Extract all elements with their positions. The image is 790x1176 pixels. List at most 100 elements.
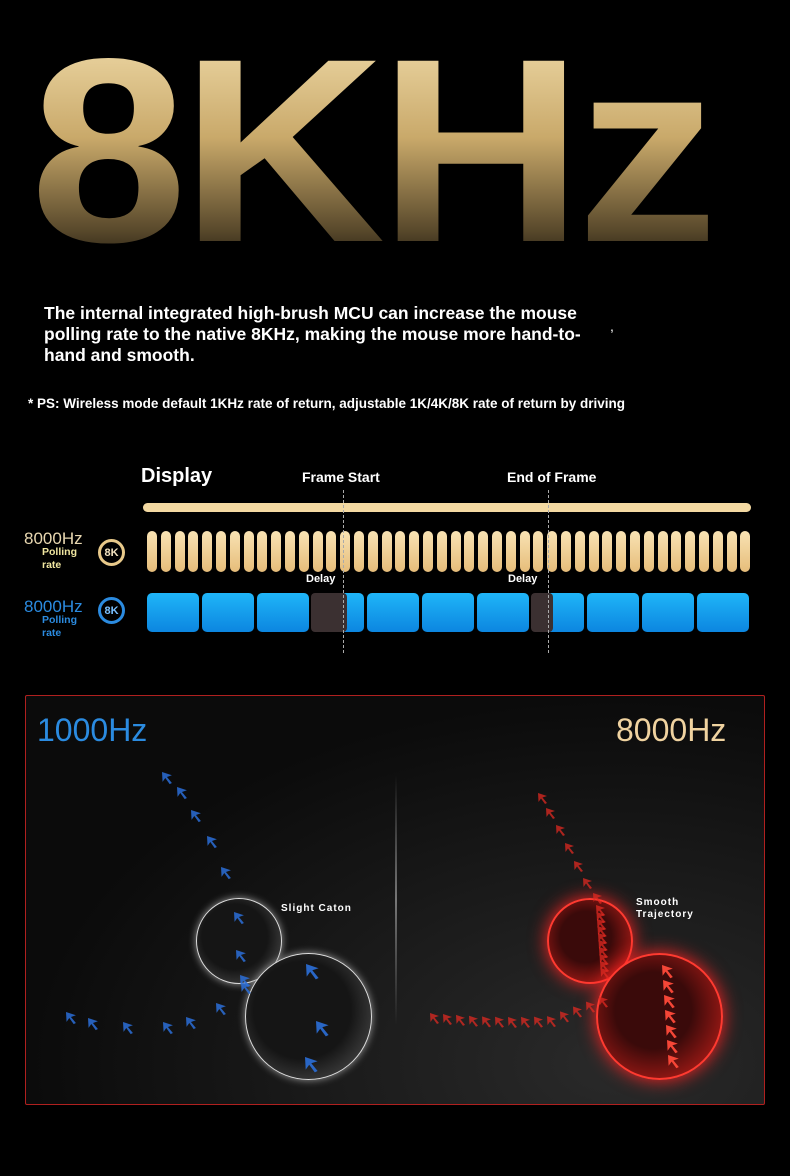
cursor-arrow-icon xyxy=(662,965,673,979)
polling-pulse xyxy=(519,531,530,572)
polling-pulse xyxy=(436,531,447,572)
polling-pulse xyxy=(464,531,475,572)
polling-pulse xyxy=(657,531,668,572)
polling-pulse xyxy=(616,531,627,572)
cursor-arrow-icon xyxy=(560,1011,569,1023)
cursor-arrow-icon xyxy=(598,933,607,944)
cursor-arrow-icon xyxy=(574,861,583,872)
cursor-arrow-icon xyxy=(586,1001,595,1013)
cursor-arrow-icon xyxy=(600,968,610,979)
polling-pulse xyxy=(298,531,309,572)
polling-pulse xyxy=(202,531,213,572)
cursor-arrow-icon xyxy=(573,1006,582,1018)
frame-end-line xyxy=(548,490,549,653)
polling-pulse xyxy=(381,531,392,572)
polling-pulse xyxy=(160,531,171,572)
frame-start-line xyxy=(343,490,344,653)
cursor-arrow-icon xyxy=(663,980,674,994)
frame-block xyxy=(367,593,419,632)
cursor-arrow-icon xyxy=(191,810,201,823)
cursor-arrow-icon xyxy=(665,1010,676,1024)
polling-pulse xyxy=(423,531,433,572)
cursor-arrow-icon xyxy=(593,893,602,904)
polling-pulse xyxy=(712,531,723,572)
polling-pulse xyxy=(630,531,640,572)
cursor-arrow-icon xyxy=(538,793,547,804)
cursor-arrow-icon xyxy=(66,1012,76,1025)
polling-pulse xyxy=(312,531,323,572)
polling-pulse xyxy=(699,531,709,572)
cursor-arrow-icon xyxy=(495,1016,504,1028)
cursor-arrow-icon xyxy=(469,1015,478,1027)
cursor-arrow-icon xyxy=(186,1017,196,1030)
delay-label: Delay xyxy=(306,573,336,585)
polling-pulse xyxy=(367,531,378,572)
polling-pulse xyxy=(492,531,502,572)
intro-text: The internal integrated high-brush MCU c… xyxy=(44,303,581,365)
frame-block xyxy=(257,593,309,632)
row1-sub: Polling rate xyxy=(42,546,77,571)
hero-title: 8KHz xyxy=(30,4,718,297)
row2-sub: Polling rate xyxy=(42,614,77,639)
frame-start-label: Frame Start xyxy=(302,469,380,485)
row1-rate: 8000Hz xyxy=(24,529,83,548)
cursor-arrow-icon xyxy=(482,1016,491,1028)
polling-pulse xyxy=(450,531,461,572)
cursor-arrow-icon xyxy=(666,1025,677,1039)
polling-pulse xyxy=(478,531,489,572)
magnifier-large xyxy=(596,953,723,1080)
cursor-arrow-icon xyxy=(508,1016,517,1028)
display-label: Display xyxy=(141,465,213,487)
frame-block xyxy=(697,593,749,632)
cursor-arrow-icon xyxy=(123,1022,133,1035)
cursor-arrow-icon xyxy=(599,996,608,1008)
polling-pulse xyxy=(726,531,737,572)
cursor-arrow-icon xyxy=(556,825,565,836)
cursor-arrow-icon xyxy=(163,1022,173,1035)
cursor-arrow-icon xyxy=(305,1057,318,1073)
delay-block xyxy=(531,593,553,632)
cursor-arrow-icon xyxy=(456,1014,465,1026)
cursor-arrow-icon xyxy=(236,950,246,963)
cursor-arrow-icon xyxy=(546,808,555,819)
cursor-arrow-icon xyxy=(162,772,172,785)
polling-pulse xyxy=(671,531,682,572)
cursor-arrow-icon xyxy=(443,1013,452,1025)
cursor-arrow-icon xyxy=(583,878,592,889)
polling-pulse xyxy=(602,531,613,572)
left-caption: Slight Caton xyxy=(281,903,352,914)
cursor-arrow-icon xyxy=(306,964,319,980)
cursor-arrow-icon xyxy=(596,905,605,916)
polling-pulse xyxy=(257,531,268,572)
polling-pulse xyxy=(740,531,751,572)
cursor-arrow-icon xyxy=(234,912,244,925)
cursor-arrow-icon xyxy=(88,1018,98,1031)
cursor-arrow-icon xyxy=(597,919,606,930)
frame-block xyxy=(587,593,639,632)
delay-block xyxy=(311,593,347,632)
cursor-arrow-icon xyxy=(241,982,251,995)
polling-pulse xyxy=(505,531,516,572)
cursor-arrow-icon xyxy=(240,975,250,988)
cursor-arrow-icon xyxy=(668,1055,679,1069)
frame-block xyxy=(477,593,529,632)
8k-refresh-icon: 8K xyxy=(98,539,125,566)
polling-pulse xyxy=(409,531,420,572)
polling-pulse xyxy=(588,531,599,572)
delay-label: Delay xyxy=(508,573,538,585)
cursor-arrow-icon xyxy=(547,1016,556,1028)
polling-pulse xyxy=(271,531,282,572)
stray-mark: , xyxy=(610,318,614,334)
polling-pulse xyxy=(574,531,585,572)
right-caption: Smooth Trajectory xyxy=(636,897,694,920)
cursor-arrow-icon xyxy=(667,1040,678,1054)
polling-pulse xyxy=(216,531,226,572)
cursor-arrow-icon xyxy=(597,926,607,937)
cursor-arrow-icon xyxy=(664,995,675,1009)
frame-block xyxy=(202,593,254,632)
frame-block xyxy=(422,593,474,632)
display-bar xyxy=(143,503,751,512)
polling-pulse xyxy=(547,531,558,572)
end-of-frame-label: End of Frame xyxy=(507,469,597,485)
